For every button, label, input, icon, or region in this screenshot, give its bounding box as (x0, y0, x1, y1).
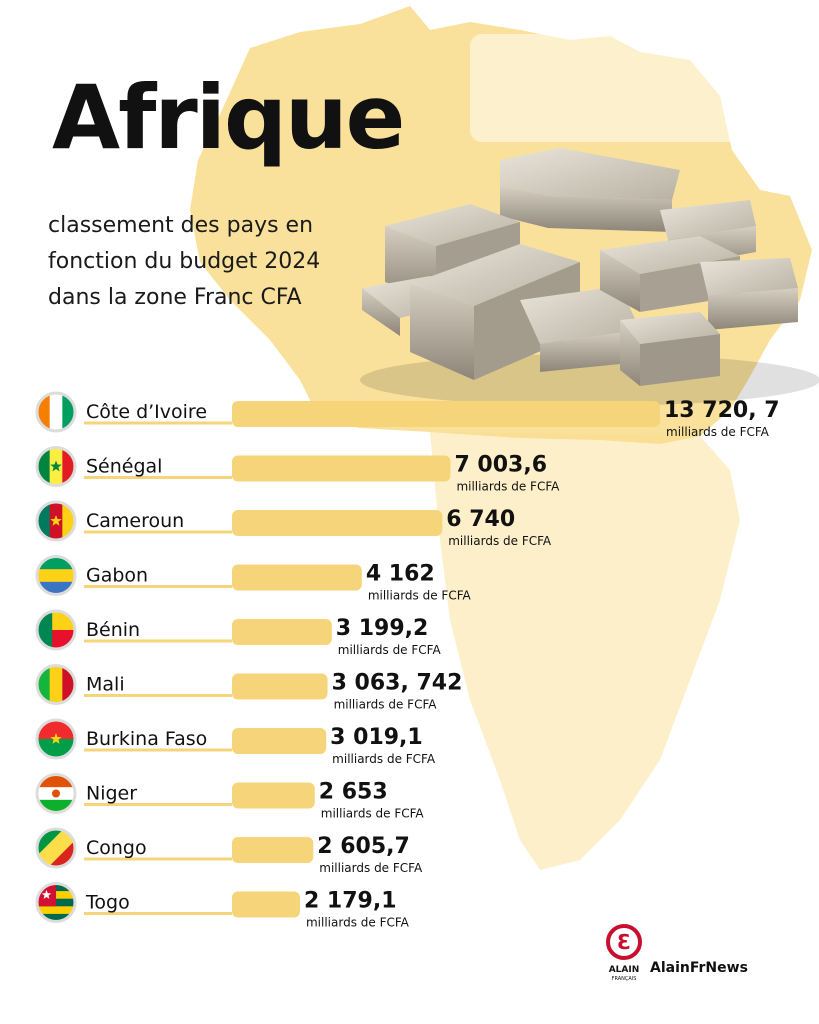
subtitle-line-1: classement des pays en (48, 213, 314, 238)
subtitle-line-3: dans la zone Franc CFA (48, 285, 302, 310)
value-label: 3 199,2 (336, 616, 429, 641)
country-label: Congo (86, 837, 147, 859)
bar (232, 619, 332, 645)
value-label: 13 720, 7 (664, 398, 780, 423)
flag-benin-icon (35, 609, 77, 651)
value-label: 2 179,1 (304, 889, 397, 914)
country-label: Mali (86, 674, 125, 696)
flag-gabon-icon (35, 555, 77, 596)
country-label: Gabon (86, 565, 148, 587)
flag-cote-divoire-icon (35, 391, 77, 433)
bar (232, 673, 328, 700)
flag-togo-icon (35, 882, 77, 923)
value-label: 6 740 (446, 507, 515, 532)
value-label: 2 605,7 (317, 834, 410, 859)
country-label: Bénin (86, 619, 140, 641)
value-label: 2 653 (319, 780, 388, 805)
alain-logo-icon: Ɛ ALAIN FRANÇAIS (606, 924, 642, 982)
unit-label: milliards de FCFA (306, 916, 410, 930)
brand-name: AlainFrNews (650, 960, 748, 976)
flag-senegal-icon (35, 446, 77, 487)
unit-label: milliards de FCFA (332, 752, 436, 766)
country-label: Sénégal (86, 456, 162, 478)
subtitle: classement des pays en fonction du budge… (48, 208, 378, 316)
logo-text: ALAIN (609, 965, 640, 975)
unit-label: milliards de FCFA (319, 861, 423, 875)
bar (232, 728, 327, 754)
unit-label: milliards de FCFA (456, 480, 560, 494)
unit-label: milliards de FCFA (368, 589, 472, 603)
flag-cameroun-icon (35, 500, 77, 542)
bar (232, 782, 315, 809)
flag-congo-icon (35, 827, 77, 869)
flag-niger-icon (35, 773, 77, 814)
unit-label: milliards de FCFA (334, 698, 438, 712)
bar (232, 564, 362, 591)
bill-stack-left (362, 204, 520, 336)
page-title: Afrique (52, 66, 405, 169)
logo-subtext: FRANÇAIS (612, 976, 637, 982)
value-label: 3 019,1 (330, 725, 423, 750)
subtitle-line-2: fonction du budget 2024 (48, 249, 321, 274)
country-label: Togo (85, 892, 130, 914)
unit-label: milliards de FCFA (666, 425, 770, 439)
country-label: Côte d’Ivoire (86, 401, 207, 423)
logo-glyph: Ɛ (617, 930, 631, 954)
bill-stack-right (600, 236, 798, 386)
value-label: 3 063, 742 (332, 671, 463, 696)
bar (232, 455, 451, 482)
value-label: 4 162 (366, 562, 435, 587)
country-label: Burkina Faso (86, 728, 207, 750)
country-label: Cameroun (86, 510, 184, 532)
bar (232, 837, 314, 863)
bar (232, 401, 660, 427)
value-label: 7 003,6 (454, 453, 547, 478)
bill-stack-back (500, 148, 756, 268)
brand-logo: Ɛ ALAIN FRANÇAIS AlainFrNews (604, 924, 754, 984)
bar (232, 891, 300, 918)
country-label: Niger (86, 783, 137, 805)
unit-label: milliards de FCFA (321, 807, 425, 821)
flag-mali-icon (35, 664, 77, 705)
unit-label: milliards de FCFA (448, 534, 552, 548)
flag-burkina-faso-icon (35, 718, 77, 760)
unit-label: milliards de FCFA (338, 643, 442, 657)
bar (232, 510, 443, 536)
map-photo-frame (470, 34, 750, 142)
bill-stack-front (410, 244, 640, 380)
africa-map-south-shape (430, 432, 740, 870)
